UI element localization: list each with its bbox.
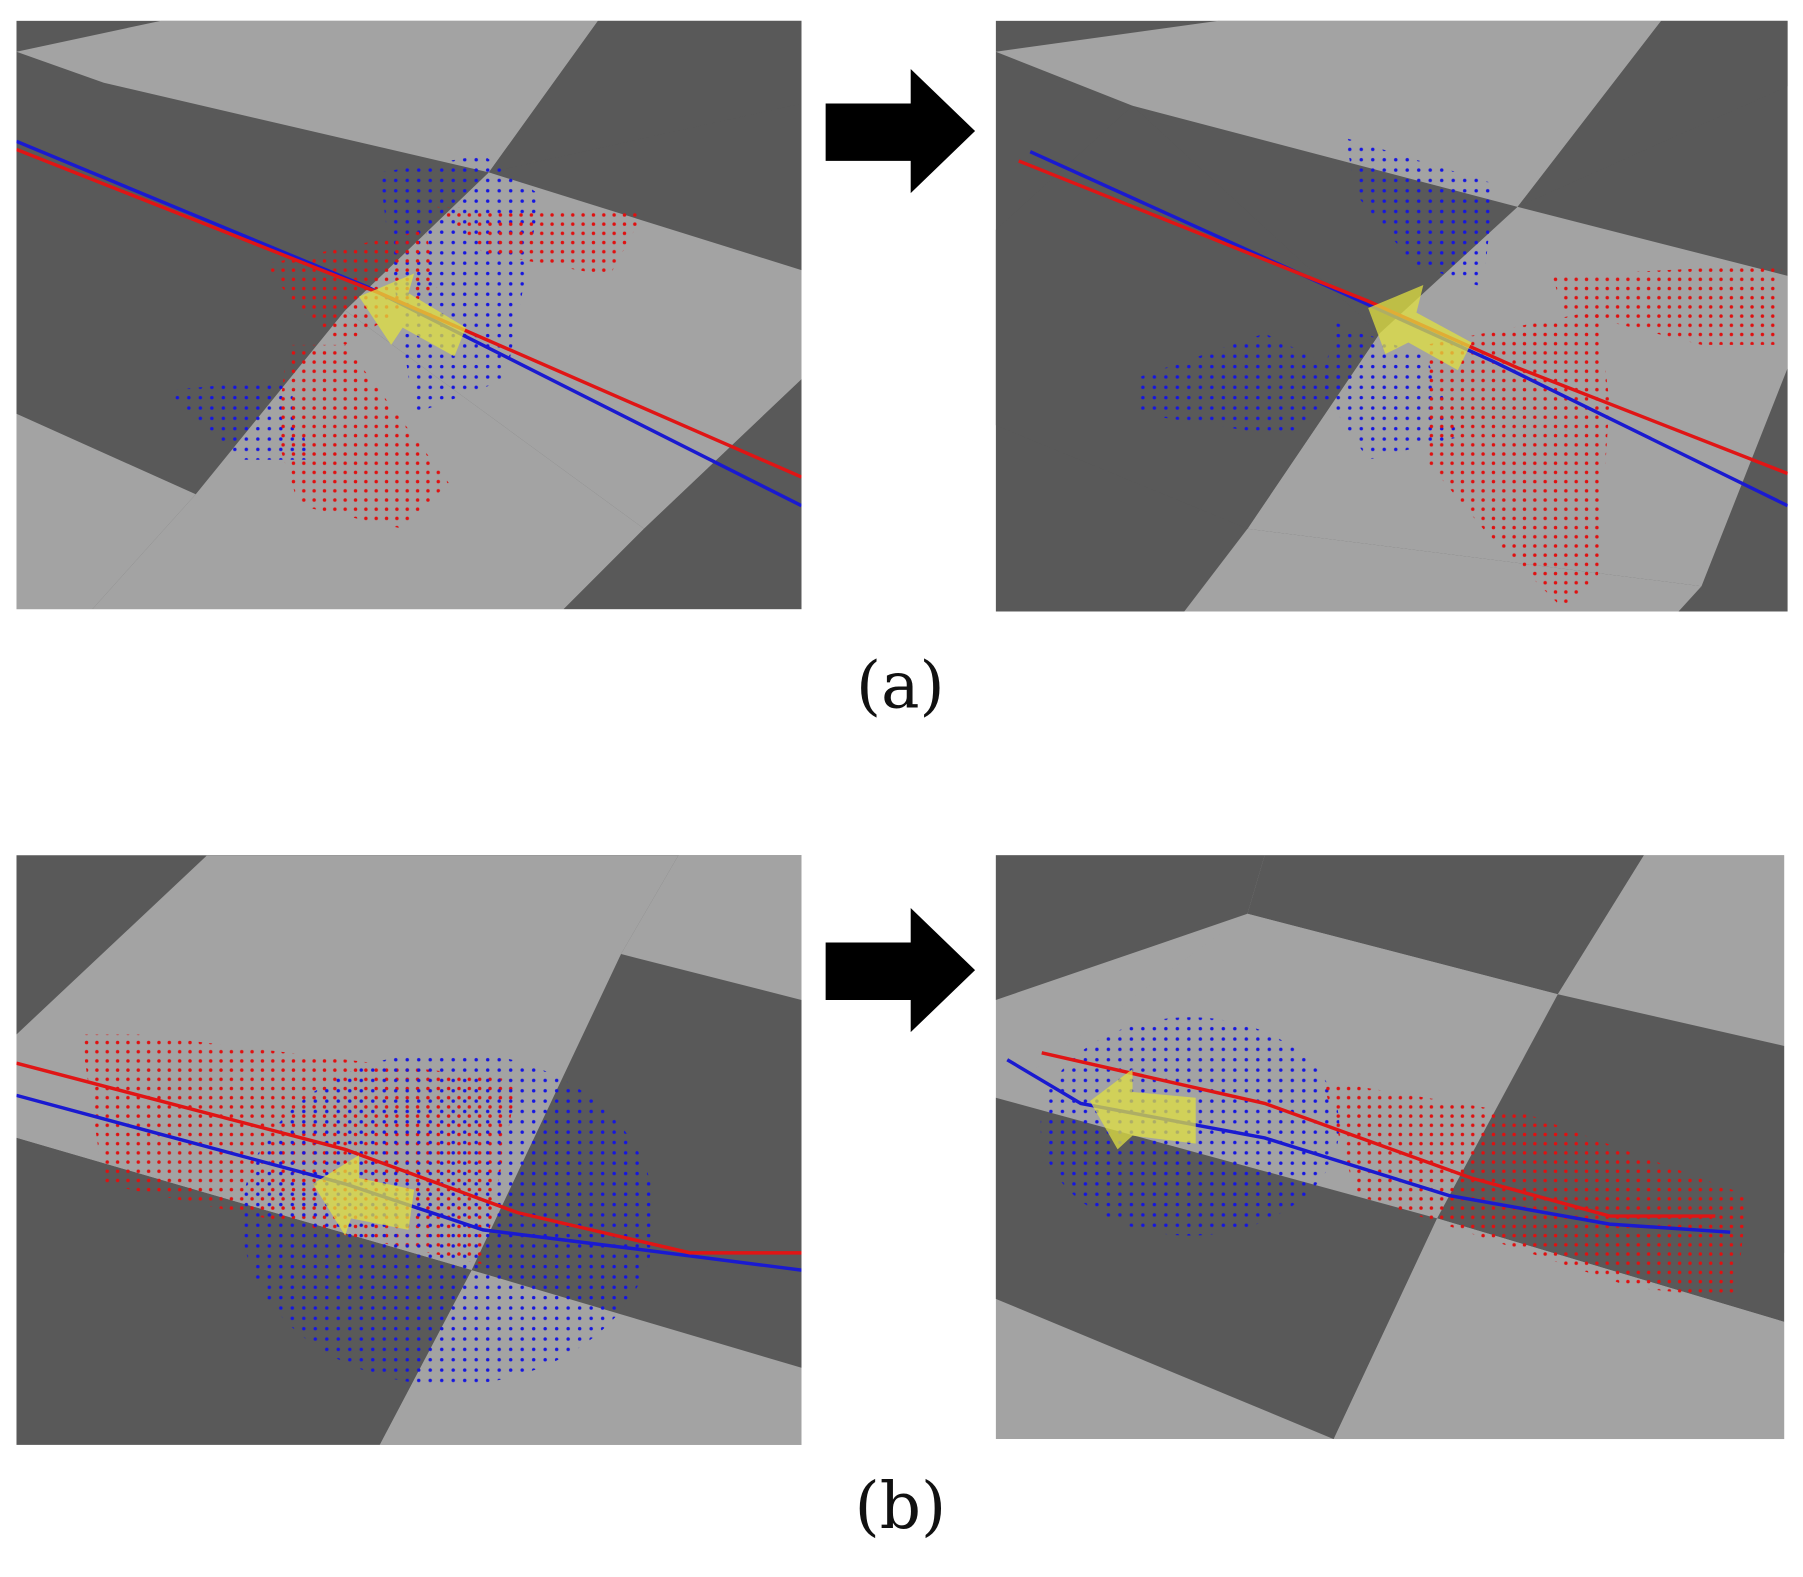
caption: (a) <box>856 648 945 723</box>
arrow <box>825 908 976 1033</box>
panel-b-after <box>995 855 1785 1440</box>
panel-a-before <box>16 20 802 610</box>
panel-b-before <box>16 855 802 1445</box>
caption: (b) <box>855 1469 946 1544</box>
panel-a-after <box>995 20 1788 612</box>
arrow <box>825 68 976 194</box>
